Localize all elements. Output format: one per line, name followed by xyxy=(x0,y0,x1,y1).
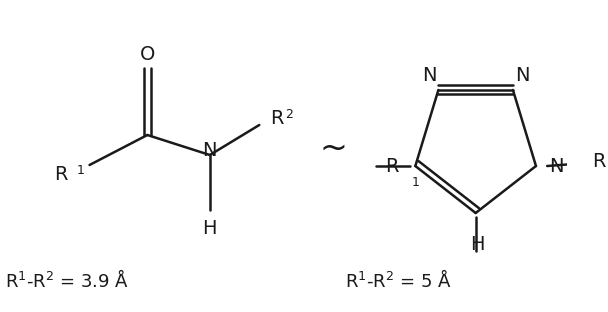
Text: H: H xyxy=(470,235,485,254)
Text: 2: 2 xyxy=(285,108,293,121)
Text: R: R xyxy=(54,165,67,184)
Text: 1: 1 xyxy=(77,164,85,177)
Text: ~: ~ xyxy=(320,131,348,164)
Text: $\mathregular{R^1}$-$\mathregular{R^2}$ = 5 Å: $\mathregular{R^1}$-$\mathregular{R^2}$ … xyxy=(345,269,452,291)
Text: 1: 1 xyxy=(412,176,420,189)
Text: 2: 2 xyxy=(607,151,608,164)
Text: $\mathregular{R^1}$-$\mathregular{R^2}$ = 3.9 Å: $\mathregular{R^1}$-$\mathregular{R^2}$ … xyxy=(5,269,129,291)
Text: O: O xyxy=(140,46,155,65)
Text: N: N xyxy=(549,157,564,176)
Text: R: R xyxy=(592,152,606,171)
Text: H: H xyxy=(202,218,217,237)
Text: N: N xyxy=(515,66,530,85)
Text: N: N xyxy=(422,66,437,85)
Text: R: R xyxy=(385,157,399,176)
Text: N: N xyxy=(202,140,217,159)
Text: R: R xyxy=(271,109,284,128)
